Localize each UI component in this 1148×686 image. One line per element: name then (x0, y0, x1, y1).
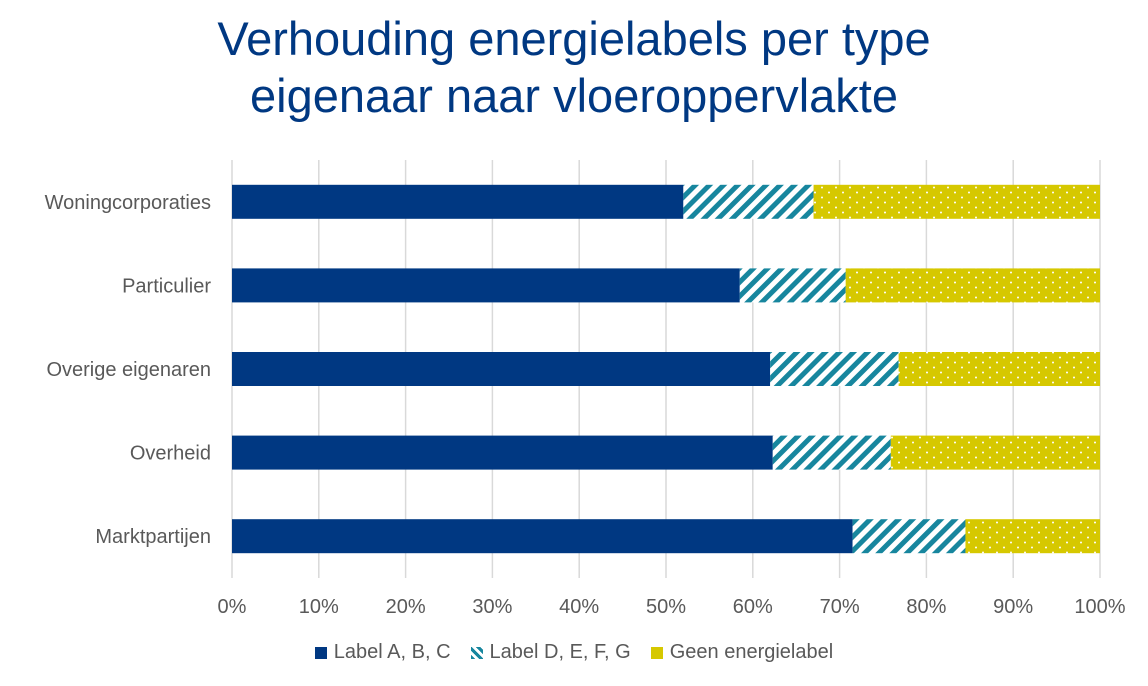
category-label: Overige eigenaren (46, 359, 211, 381)
bars (232, 184, 1100, 554)
chart-title-line-2: eigenaar naar vloeroppervlakte (250, 69, 898, 122)
legend-item-defg: Label D, E, F, G (470, 641, 631, 664)
bar-chart: 0% 10% 20% 30% 40% 50% 60% 70% 80% 90% 100% Woningc… (45, 160, 1126, 618)
legend-label-geen: Geen energielabel (669, 641, 834, 663)
category-label: Woningcorporaties (45, 192, 211, 214)
legend-item-geen: Geen energielabel (650, 641, 834, 664)
chart-title: Verhouding energielabels per type eigena… (0, 10, 1148, 124)
axis-labels: 0% 10% 20% 30% 40% 50% 60% 70% 80% 90% 100% Woningc… (45, 192, 1126, 618)
chart-title-line-1: Verhouding energielabels per type (217, 12, 931, 65)
bar-segment (232, 352, 771, 386)
bar-segment (739, 268, 846, 303)
legend: Label A, B, C Label D, E, F, G Geen ener… (0, 641, 1148, 664)
bar-segment (898, 352, 1100, 386)
x-tick-label: 40% (559, 596, 599, 618)
legend-label-defg: Label D, E, F, G (489, 641, 631, 663)
legend-swatch-defg (470, 646, 483, 659)
x-tick-label: 90% (993, 596, 1033, 618)
legend-label-abc: Label A, B, C (333, 641, 451, 663)
bar-segment (232, 519, 853, 554)
bar-segment (232, 184, 684, 219)
x-tick-label: 70% (820, 596, 860, 618)
bar-segment (232, 268, 740, 303)
category-label: Overheid (130, 443, 211, 465)
bar-segment (845, 268, 1100, 303)
x-tick-label: 100% (1074, 596, 1125, 618)
bar-segment (965, 519, 1100, 554)
bar-segment (770, 352, 899, 386)
legend-item-abc: Label A, B, C (314, 641, 451, 664)
x-tick-label: 30% (472, 596, 512, 618)
bar-segment (683, 184, 814, 219)
category-label: Particulier (122, 275, 211, 297)
bar-segment (232, 435, 773, 470)
bar-segment (813, 184, 1100, 219)
category-label: Marktpartijen (95, 526, 211, 548)
x-tick-label: 80% (906, 596, 946, 618)
x-tick-label: 0% (218, 596, 247, 618)
bar-segment (890, 435, 1100, 470)
x-tick-label: 10% (299, 596, 339, 618)
x-tick-label: 60% (733, 596, 773, 618)
bar-segment (852, 519, 966, 554)
bar-segment (772, 435, 891, 470)
x-tick-label: 20% (386, 596, 426, 618)
legend-swatch-abc (314, 646, 327, 659)
legend-swatch-geen (650, 646, 663, 659)
x-tick-label: 50% (646, 596, 686, 618)
